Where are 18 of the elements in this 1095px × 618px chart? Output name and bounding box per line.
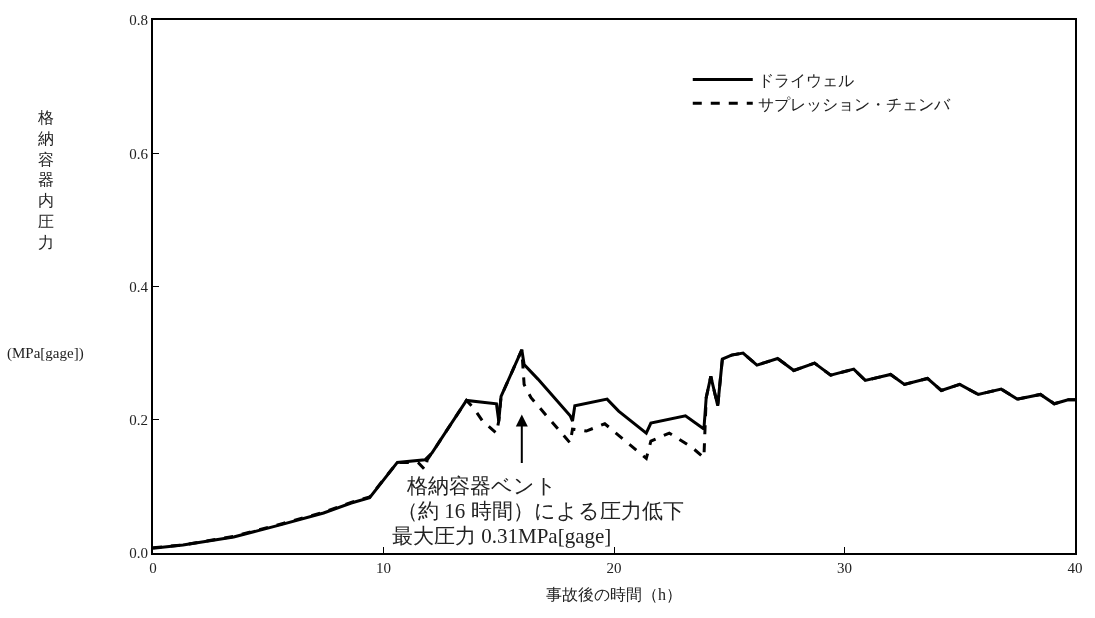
annotation: （約 16 時間）による圧力低下 xyxy=(397,499,684,523)
annotation: 格納容器ベント xyxy=(406,474,557,498)
annotation: 最大圧力 0.31MPa[gage] xyxy=(392,524,612,548)
x-tick-label: 10 xyxy=(376,560,391,576)
text: (MPa[gage]) xyxy=(7,345,84,362)
y-tick-label: 0.0 xyxy=(129,545,148,562)
x-tick-label: 20 xyxy=(606,560,622,576)
y-axis-title: 格納容器内圧力 xyxy=(37,109,54,251)
x-tick-label: 40 xyxy=(1067,560,1083,576)
y-tick-label: 0.4 xyxy=(129,278,149,295)
y-tick-label: 0.8 xyxy=(129,12,148,29)
y-tick-label: 0.6 xyxy=(129,145,149,162)
y-tick-label: 0.2 xyxy=(129,412,148,428)
x-axis-title: 事故後の時間（h） xyxy=(546,586,682,604)
x-tick-label: 0 xyxy=(149,560,157,576)
legend-label: ドライウェル xyxy=(757,71,854,89)
x-tick-label: 30 xyxy=(837,560,852,576)
legend-label: サプレッション・チェンバ xyxy=(757,95,951,113)
